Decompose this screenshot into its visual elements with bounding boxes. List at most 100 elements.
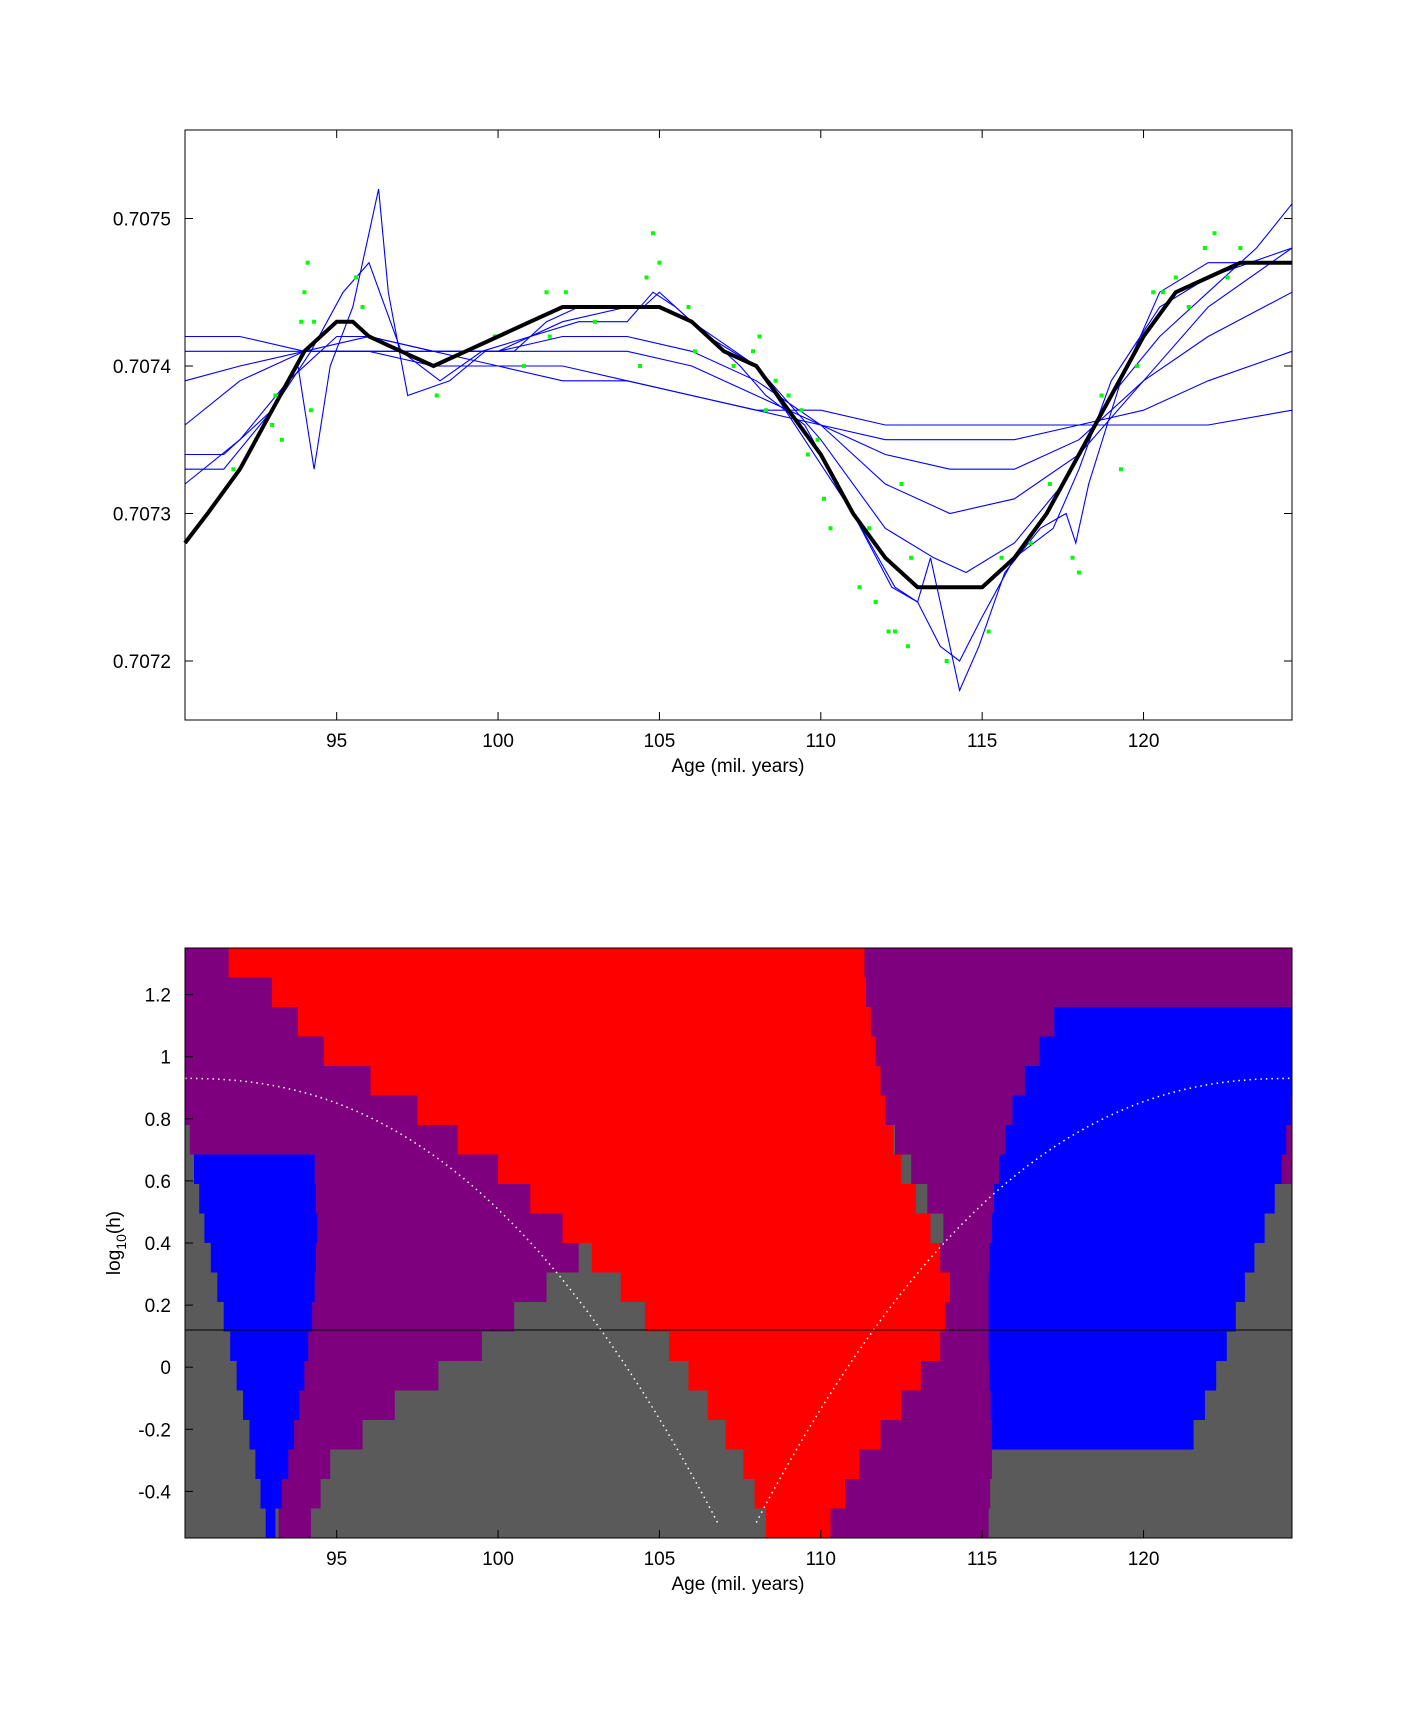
y-tick-label: 0.8 xyxy=(145,1110,171,1131)
y-tick-label: -0.2 xyxy=(138,1420,171,1441)
y-tick-label: 0.4 xyxy=(145,1234,172,1255)
data-point xyxy=(1076,570,1081,575)
data-point xyxy=(1070,555,1075,560)
data-point xyxy=(886,629,891,634)
data-point xyxy=(1135,364,1140,368)
y-tick-label: 0 xyxy=(160,1358,171,1379)
data-point xyxy=(1160,290,1165,295)
data-point xyxy=(944,659,949,663)
x-tick-label: 115 xyxy=(967,1549,997,1570)
fit-curve-2 xyxy=(184,291,1293,470)
fit-curve-3 xyxy=(184,247,1293,515)
ylabel-subscript: 10 xyxy=(113,1234,129,1250)
data-point xyxy=(822,496,827,501)
data-point xyxy=(893,629,898,634)
x-tick-label: 115 xyxy=(967,731,997,752)
data-point xyxy=(873,600,878,604)
x-tick-label: 95 xyxy=(326,731,347,752)
data-point xyxy=(815,437,820,442)
data-point xyxy=(1173,275,1178,280)
x-tick-label: 120 xyxy=(1128,731,1160,752)
data-point xyxy=(308,408,313,413)
y-tick-label: 0.7075 xyxy=(113,210,171,231)
data-point xyxy=(360,305,365,309)
chart2-x-axis-label: Age (mil. years) xyxy=(671,1574,804,1595)
data-point xyxy=(1099,393,1104,398)
data-point xyxy=(592,319,597,324)
data-point xyxy=(1212,231,1217,236)
x-tick-label: 100 xyxy=(482,731,514,752)
data-point xyxy=(1186,305,1191,309)
data-point xyxy=(302,290,307,295)
y-tick-label: 0.7072 xyxy=(113,652,171,673)
mean-curve xyxy=(183,260,1292,590)
data-point xyxy=(899,482,904,486)
bandwidth-map-chart: 95 100 105 110 115 120 -0.4-0.200.20.40.60.81… xyxy=(104,947,1293,1595)
chart2-y-axis-label: log10(h) xyxy=(104,1211,129,1275)
data-point xyxy=(231,467,236,472)
y-tick-label: 0.2 xyxy=(145,1296,171,1317)
y-tick-label: -0.4 xyxy=(138,1482,171,1503)
data-point xyxy=(354,275,359,280)
data-point xyxy=(786,393,791,398)
data-point xyxy=(657,260,662,265)
data-point xyxy=(1118,467,1123,472)
x-tick-label: 105 xyxy=(644,731,676,752)
data-point xyxy=(692,349,697,354)
data-point xyxy=(757,334,762,339)
data-point xyxy=(1238,246,1243,250)
data-point xyxy=(731,364,736,368)
y-tick-label: 0.7073 xyxy=(113,505,171,526)
data-point xyxy=(305,260,310,265)
data-point xyxy=(650,231,655,236)
data-point xyxy=(857,585,862,590)
x-tick-label: 110 xyxy=(806,1549,836,1570)
chart2-x-ticks: 95 100 105 110 115 120 xyxy=(326,1530,1159,1570)
data-point xyxy=(751,349,756,354)
data-point xyxy=(279,437,284,442)
ylabel-tail: (h) xyxy=(104,1211,125,1234)
mean-curve-line xyxy=(183,260,1292,590)
data-point xyxy=(1028,541,1033,545)
data-point xyxy=(270,423,275,427)
data-point xyxy=(521,364,526,368)
fit-curves-chart: 95 100 105 110 115 120 0.70720.70730.70740.70… xyxy=(113,129,1293,777)
left-blue-region xyxy=(194,1154,318,1538)
y-tick-label: 0.7074 xyxy=(113,357,172,378)
x-tick-label: 100 xyxy=(482,1549,514,1570)
y-tick-label: 1.2 xyxy=(145,986,171,1007)
data-point xyxy=(686,305,691,309)
chart1-x-ticks: 95 100 105 110 115 120 xyxy=(326,130,1159,752)
x-tick-label: 120 xyxy=(1128,1549,1160,1570)
data-point xyxy=(299,319,304,324)
data-point xyxy=(312,319,317,324)
chart1-y-ticks: 0.7072 0.7073 0.7074 0.7075 xyxy=(113,210,1292,673)
data-point xyxy=(986,629,991,634)
data-point xyxy=(867,526,872,531)
ylabel-main: log xyxy=(104,1250,125,1275)
significance-regions xyxy=(185,948,1292,1538)
data-point xyxy=(1202,246,1207,250)
y-tick-label: 1 xyxy=(160,1048,171,1069)
data-point xyxy=(773,378,778,383)
data-point xyxy=(999,555,1004,560)
data-point xyxy=(638,364,643,368)
data-point xyxy=(799,408,804,413)
data-point xyxy=(1151,290,1156,295)
x-tick-label: 110 xyxy=(806,731,836,752)
data-point xyxy=(909,555,914,560)
data-point xyxy=(544,290,549,295)
data-point xyxy=(828,526,833,531)
right-dotted-bound xyxy=(755,1077,1292,1523)
data-point xyxy=(1047,482,1052,486)
right-blue-region xyxy=(988,1007,1292,1450)
data-point xyxy=(563,290,568,295)
data-point xyxy=(547,334,552,339)
x-tick-label: 95 xyxy=(326,1549,347,1570)
chart1-x-axis-label: Age (mil. years) xyxy=(671,756,804,777)
left-dotted-bound xyxy=(185,1077,719,1523)
data-point xyxy=(1225,275,1230,280)
chart1-frame xyxy=(184,129,1293,721)
data-point xyxy=(434,393,439,398)
